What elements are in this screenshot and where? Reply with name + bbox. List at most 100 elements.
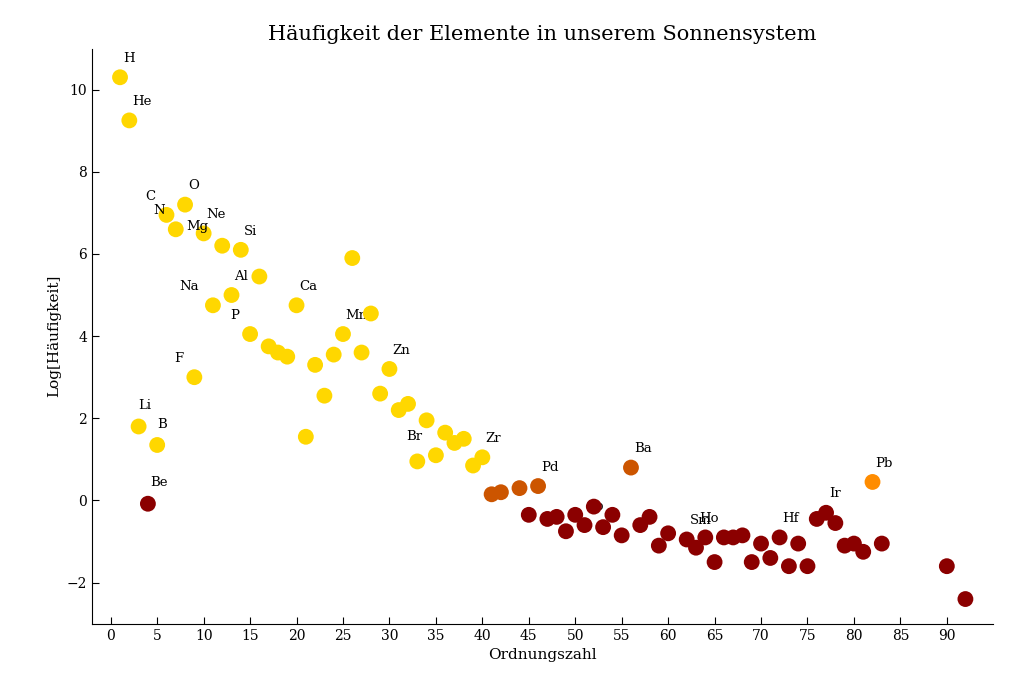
Text: Ne: Ne (207, 208, 226, 221)
Y-axis label: Log[Häufigkeit]: Log[Häufigkeit] (47, 275, 61, 397)
Text: H: H (123, 52, 134, 65)
Point (381, 363, 397, 374)
Point (707, 556, 723, 568)
Point (837, 540, 853, 551)
Point (827, 518, 844, 529)
Point (577, 520, 593, 531)
Text: He: He (132, 95, 152, 108)
Point (223, 290, 240, 301)
Point (809, 514, 825, 525)
Point (771, 532, 787, 543)
Point (269, 347, 286, 358)
Point (326, 349, 342, 360)
Text: Si: Si (244, 225, 257, 238)
Point (540, 514, 556, 525)
Text: Pd: Pd (541, 461, 558, 474)
Text: O: O (187, 179, 199, 192)
Point (549, 511, 565, 523)
Point (372, 388, 388, 399)
Point (298, 431, 314, 442)
Text: Br: Br (406, 430, 422, 443)
Point (520, 509, 537, 520)
Point (734, 530, 751, 541)
Point (790, 538, 806, 549)
Text: Al: Al (234, 270, 248, 283)
Point (428, 450, 444, 461)
Point (335, 328, 351, 340)
Point (613, 530, 630, 541)
Point (242, 328, 258, 340)
Point (650, 540, 667, 551)
Point (529, 480, 546, 491)
Point (762, 552, 778, 563)
Text: Ba: Ba (634, 442, 651, 455)
Point (289, 300, 305, 311)
Point (130, 421, 146, 432)
Point (864, 476, 881, 487)
Point (437, 427, 454, 438)
Point (511, 482, 527, 493)
Point (196, 228, 212, 239)
Point (632, 520, 648, 531)
Text: Be: Be (151, 476, 168, 489)
Text: C: C (145, 190, 156, 202)
Point (344, 252, 360, 263)
Point (410, 456, 426, 467)
Text: Hf: Hf (782, 512, 799, 525)
Point (390, 405, 407, 416)
Point (780, 561, 797, 572)
Point (697, 532, 714, 543)
Text: Li: Li (138, 399, 152, 412)
Point (586, 501, 602, 512)
Point (818, 507, 835, 518)
Point (595, 522, 611, 533)
Point (474, 452, 490, 463)
Point (688, 542, 705, 553)
Point (112, 71, 128, 82)
Text: N: N (153, 204, 165, 217)
Text: Sm: Sm (689, 514, 711, 527)
Point (939, 561, 955, 572)
Text: Zr: Zr (485, 432, 501, 445)
Text: Sb: Sb (588, 500, 605, 513)
X-axis label: Ordnungszahl: Ordnungszahl (488, 648, 597, 662)
Point (743, 556, 760, 568)
Text: Mn: Mn (346, 308, 368, 322)
Point (150, 439, 166, 450)
Text: Ca: Ca (299, 280, 317, 293)
Point (186, 371, 203, 383)
Text: Na: Na (179, 280, 199, 293)
Point (251, 271, 267, 282)
Point (558, 526, 574, 537)
Point (307, 359, 324, 370)
Text: Pb: Pb (876, 457, 893, 470)
Point (716, 532, 732, 543)
Text: P: P (230, 308, 239, 322)
Point (316, 390, 333, 401)
Point (232, 245, 249, 256)
Point (567, 509, 584, 520)
Text: Ho: Ho (699, 512, 719, 525)
Point (855, 546, 871, 557)
Point (493, 486, 509, 498)
Text: Mg: Mg (186, 220, 208, 234)
Point (604, 509, 621, 520)
Point (800, 561, 816, 572)
Point (456, 433, 472, 444)
Point (399, 398, 416, 410)
Point (214, 240, 230, 252)
Point (483, 489, 500, 500)
Point (623, 462, 639, 473)
Point (846, 538, 862, 549)
Point (159, 209, 175, 220)
Point (419, 415, 435, 426)
Point (679, 534, 695, 545)
Text: Zn: Zn (392, 344, 410, 357)
Point (753, 538, 769, 549)
Point (446, 437, 463, 448)
Point (725, 532, 741, 543)
Point (139, 498, 156, 509)
Point (362, 308, 379, 319)
Text: F: F (174, 352, 183, 365)
Text: B: B (158, 418, 167, 430)
